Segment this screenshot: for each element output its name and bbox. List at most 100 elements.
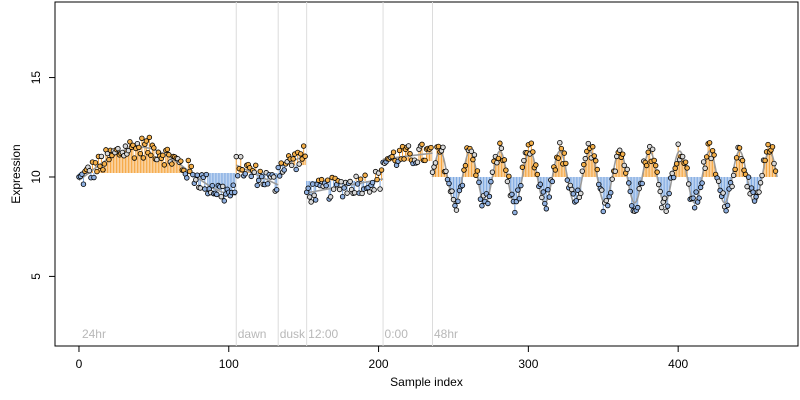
section-label: dawn (238, 327, 267, 341)
data-point (654, 169, 660, 175)
data-point (309, 181, 316, 187)
data-point (546, 194, 553, 200)
data-point (497, 140, 503, 146)
data-point (435, 143, 442, 150)
data-point (552, 167, 559, 173)
data-point (327, 194, 334, 200)
data-point (503, 167, 509, 173)
data-point (564, 177, 571, 183)
data-point (450, 196, 457, 203)
data-point (323, 182, 329, 189)
section-dividers (235, 2, 433, 346)
data-point (599, 187, 605, 193)
data-points (76, 134, 779, 216)
data-point (389, 153, 395, 160)
data-point (293, 166, 299, 173)
data-point (578, 190, 584, 197)
x-tick-label: 200 (369, 357, 389, 371)
data-point (685, 181, 692, 187)
y-axis-title: Expression (9, 144, 23, 203)
data-point (594, 166, 600, 173)
data-point (197, 185, 204, 191)
data-point (617, 147, 623, 153)
data-point (750, 189, 756, 195)
data-point (160, 152, 166, 159)
data-point (357, 176, 364, 182)
data-point (281, 167, 287, 173)
data-point (600, 208, 606, 215)
data-point (369, 179, 376, 186)
y-axis: 5 10 15 (29, 71, 55, 280)
data-point (620, 151, 626, 157)
data-point (485, 200, 491, 207)
data-point (341, 185, 347, 191)
data-point (765, 141, 771, 148)
data-point (537, 181, 544, 187)
data-point (501, 157, 508, 163)
data-point (94, 168, 100, 175)
data-point (194, 172, 201, 178)
data-point (98, 153, 105, 160)
data-point (312, 197, 319, 203)
data-point (92, 160, 99, 166)
data-point (709, 147, 716, 154)
data-point (539, 194, 545, 201)
data-point (512, 209, 518, 216)
plot-frame (54, 1, 799, 347)
data-point (278, 160, 284, 166)
data-point (347, 178, 353, 185)
data-point (101, 161, 108, 167)
data-point (164, 146, 171, 153)
data-point (265, 181, 271, 187)
data-point (661, 195, 668, 201)
data-point (753, 194, 759, 200)
data-point (239, 167, 245, 173)
data-point (533, 162, 539, 168)
data-point (405, 143, 412, 149)
data-point (582, 155, 588, 162)
data-point (684, 165, 690, 171)
data-point (518, 182, 524, 189)
data-point (453, 207, 460, 213)
data-point (673, 161, 680, 167)
data-point (446, 180, 452, 187)
data-point (593, 158, 599, 164)
section-labels: 24hr dawn dusk 12:00 0:00 48hr (82, 327, 458, 341)
data-point (697, 184, 704, 191)
data-point (443, 168, 449, 174)
data-point (769, 144, 776, 150)
data-point (509, 191, 515, 198)
data-point (521, 157, 527, 164)
data-point (468, 148, 475, 155)
data-point (515, 187, 521, 193)
data-point (354, 181, 361, 187)
data-point (573, 198, 579, 204)
data-point (530, 149, 536, 155)
data-point (143, 138, 150, 144)
data-point (542, 200, 548, 207)
data-point (419, 141, 425, 148)
data-point (702, 165, 708, 171)
data-point (288, 162, 295, 169)
data-point (311, 192, 317, 199)
data-point (221, 198, 227, 204)
data-point (590, 144, 596, 150)
data-point (276, 173, 283, 179)
data-point (708, 155, 714, 162)
data-point (140, 155, 147, 161)
data-point (127, 139, 133, 145)
data-point (477, 196, 484, 202)
data-point (440, 144, 446, 151)
data-point (739, 157, 746, 164)
x-tick-label: 400 (668, 357, 688, 371)
data-point (636, 185, 642, 192)
data-point (672, 165, 678, 172)
data-point (297, 151, 304, 157)
data-point (724, 202, 731, 209)
data-point (300, 143, 307, 149)
data-point (422, 157, 428, 164)
data-point (591, 153, 597, 159)
data-point (220, 183, 226, 190)
data-point (462, 162, 469, 169)
data-point (627, 188, 633, 195)
